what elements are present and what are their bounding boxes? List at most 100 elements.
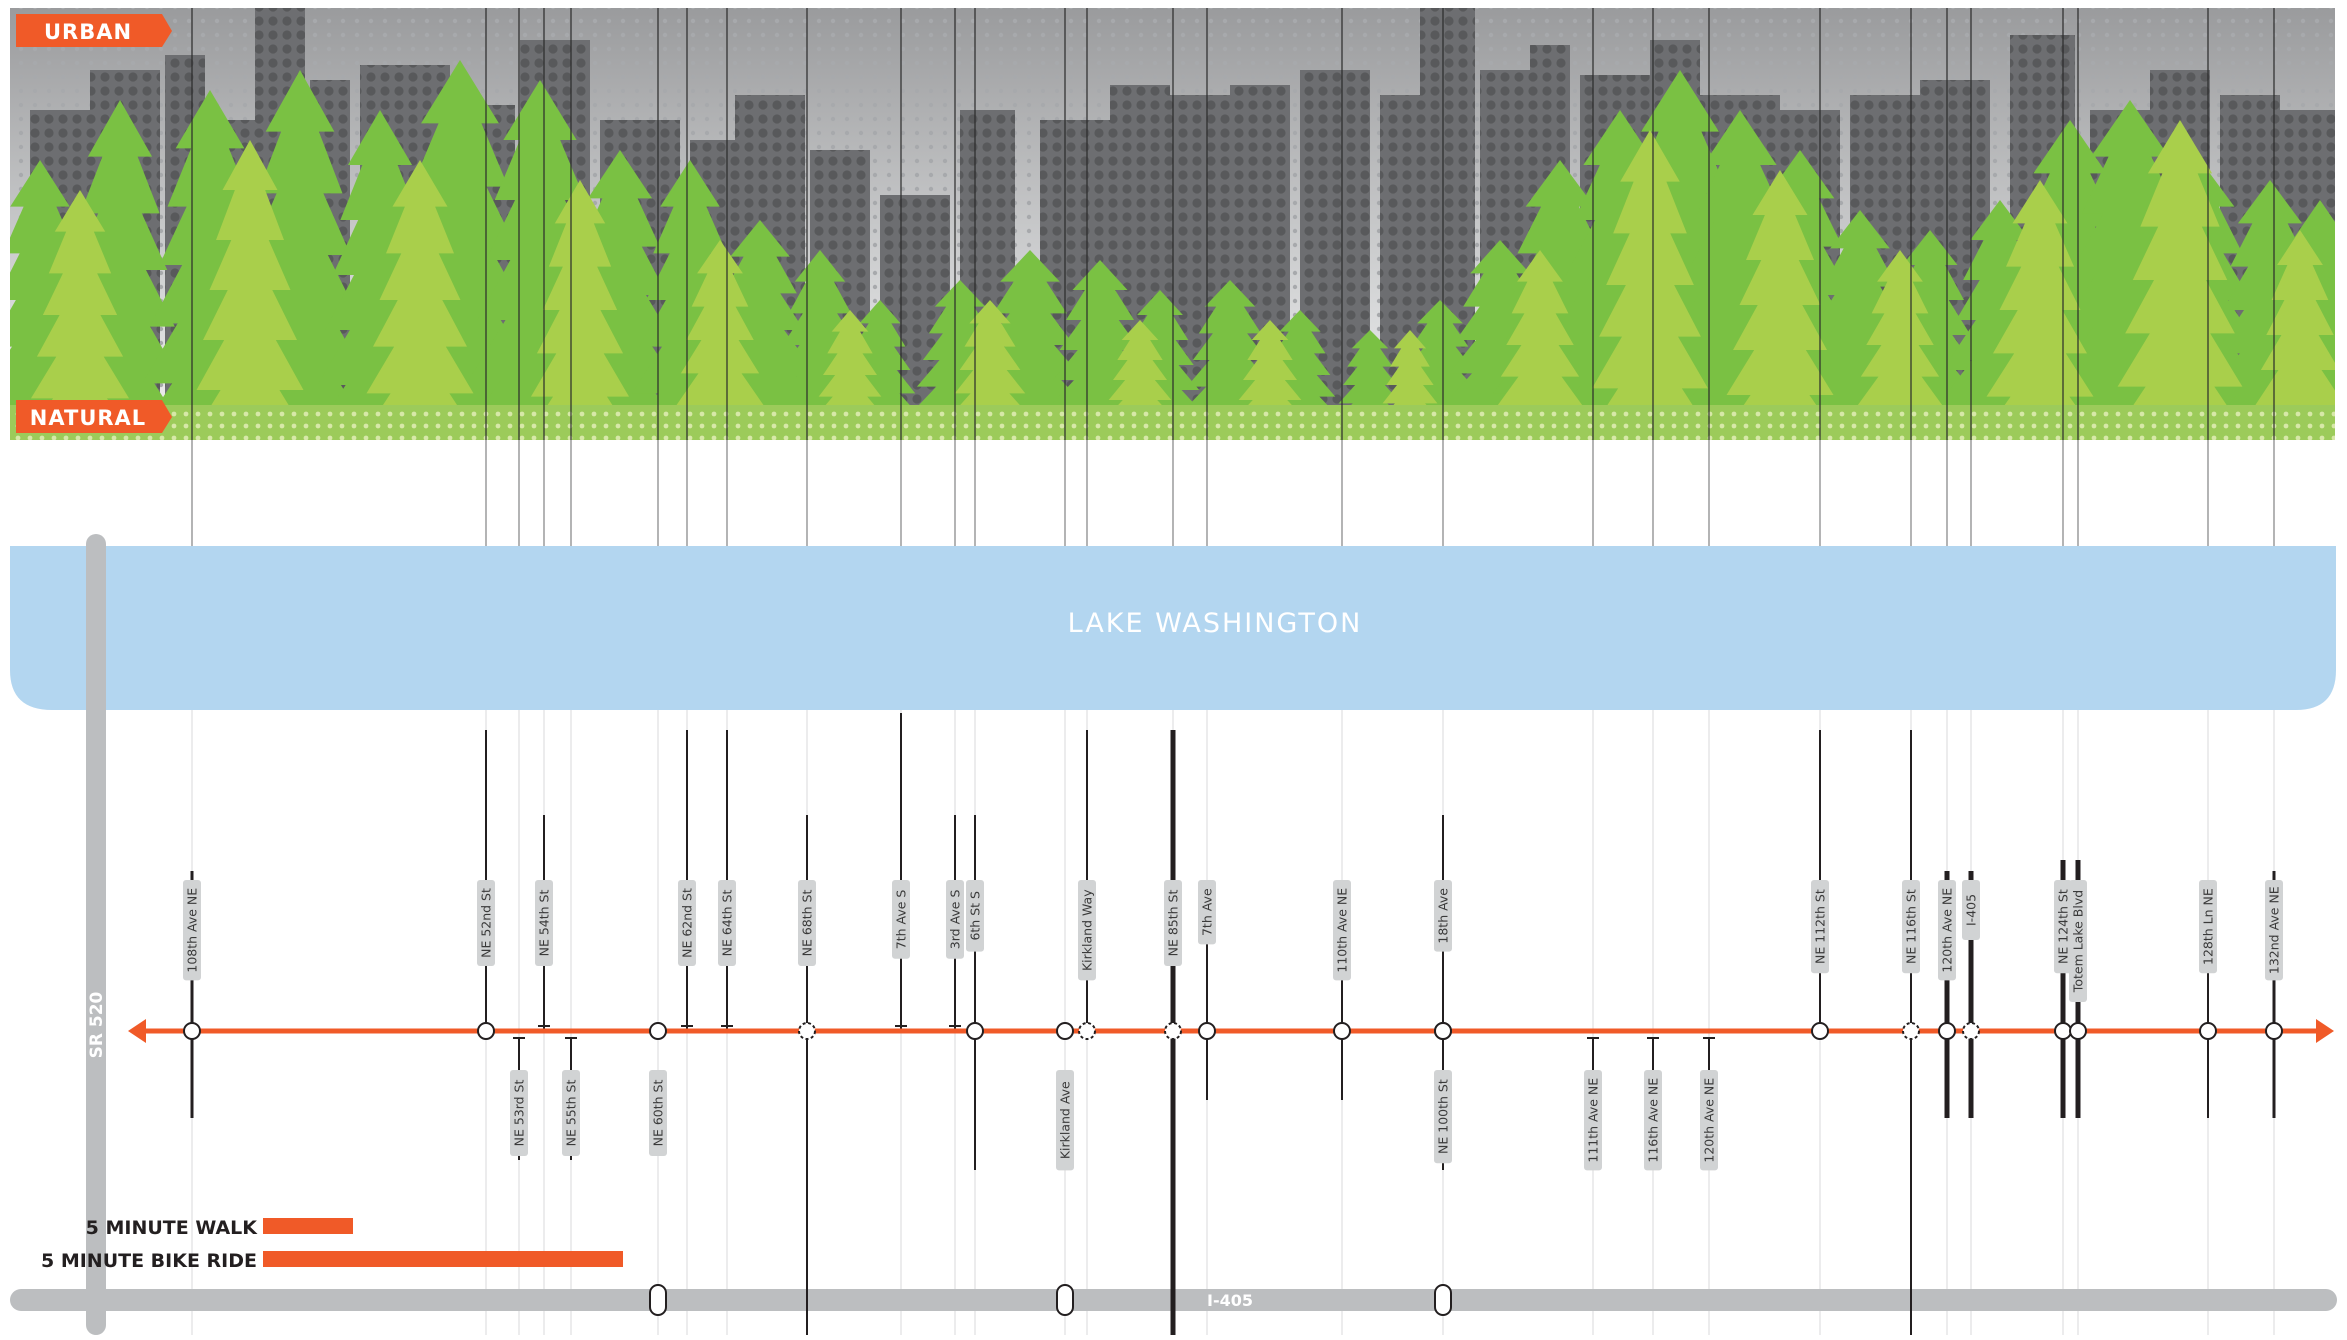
conifer-tree-light	[525, 180, 635, 440]
street-label-bg	[1434, 880, 1452, 952]
potential-stop	[1078, 1022, 1096, 1040]
interchange-marker	[1056, 1284, 1074, 1316]
sr520-label: SR 520	[87, 991, 107, 1058]
urban-label: URBAN	[44, 20, 132, 44]
street-label-ne-62nd-st: NE 62nd St	[680, 888, 695, 958]
street-label-bg	[1198, 880, 1216, 945]
street-label-ne-55th-st: NE 55th St	[564, 1080, 579, 1147]
street-label-132nd-ave-ne: 132nd Ave NE	[2267, 886, 2282, 974]
station-stop	[1056, 1022, 1074, 1040]
street-label-bg	[2199, 880, 2217, 974]
street-label-bg	[1584, 1070, 1602, 1171]
street-label-bg	[562, 1070, 580, 1156]
legend-walk-bar	[263, 1218, 353, 1234]
street-label-ne-68th-st: NE 68th St	[800, 890, 815, 957]
conifer-tree-light	[670, 240, 770, 440]
interchange-marker	[1434, 1284, 1452, 1316]
station-stop	[2265, 1022, 2283, 1040]
station-stop	[966, 1022, 984, 1040]
conifer-tree-light	[1980, 180, 2100, 440]
potential-stop	[798, 1022, 816, 1040]
street-label-bg	[1938, 880, 1956, 981]
street-label-bg	[183, 880, 201, 981]
station-stop	[183, 1022, 201, 1040]
conifer-tree-light	[1490, 250, 1590, 440]
street-label-bg	[1700, 1070, 1718, 1171]
street-label-bg	[510, 1070, 528, 1156]
station-stop	[1811, 1022, 1829, 1040]
conifer-tree-light	[1585, 130, 1715, 440]
street-label-bg	[946, 880, 964, 959]
street-label-ne-60th-st: NE 60th St	[651, 1080, 666, 1147]
cross-streets: 108th Ave NE NE 52nd St NE 54th St NE 62nd …	[183, 713, 2283, 1335]
street-label-bg	[1333, 880, 1351, 981]
street-label-bg	[477, 880, 495, 966]
street-label-kirkland-way: Kirkland Way	[1080, 889, 1095, 971]
interchange-marker	[649, 1284, 667, 1316]
street-label-110th-ave-ne: 110th Ave NE	[1335, 888, 1350, 973]
street-label-bg	[2265, 880, 2283, 981]
street-label-ne-116th-st: NE 116th St	[1904, 889, 1919, 964]
potential-stop	[1962, 1022, 1980, 1040]
station-stop	[2199, 1022, 2217, 1040]
urban-tag: URBAN	[16, 14, 172, 47]
street-label-108th-ave-ne: 108th Ave NE	[185, 888, 200, 973]
station-stop	[2054, 1022, 2072, 1040]
street-label-ne-52nd-st: NE 52nd St	[479, 888, 494, 958]
conifer-tree-light	[2250, 230, 2335, 440]
potential-stop	[1902, 1022, 1920, 1040]
street-label-bg	[1644, 1070, 1662, 1171]
conifer-tree-light	[2110, 120, 2250, 440]
potential-stop	[1164, 1022, 1182, 1040]
street-label-128th-ln-ne: 128th Ln NE	[2201, 888, 2216, 965]
station-stop	[477, 1022, 495, 1040]
street-label-ne-64th-st: NE 64th St	[720, 890, 735, 957]
street-label-120th-ave-ne: 120th Ave NE	[1702, 1078, 1717, 1163]
natural-tag-shape	[16, 400, 172, 433]
conifer-tree-light	[190, 140, 310, 440]
natural-label: NATURAL	[30, 406, 146, 430]
street-label-6th-st-s: 6th St S	[968, 891, 983, 941]
street-label-120th-ave-ne: 120th Ave NE	[1940, 888, 1955, 973]
street-label-bg	[1902, 880, 1920, 974]
street-label-bg	[798, 880, 816, 966]
sr520-highway	[86, 534, 106, 1335]
forest-silhouette	[10, 60, 2335, 440]
street-label-kirkland-ave: Kirkland Ave	[1058, 1081, 1073, 1159]
street-label-bg	[649, 1070, 667, 1156]
conifer-tree-light	[360, 160, 480, 440]
street-label-bg	[2054, 880, 2072, 974]
street-label-bg	[966, 880, 984, 952]
lake-label: LAKE WASHINGTON	[1068, 608, 1363, 639]
legend-bike-bar	[263, 1251, 623, 1267]
street-label-ne-85th-st: NE 85th St	[1166, 890, 1181, 957]
corridor-arrow-west	[128, 1019, 146, 1043]
street-label-bg	[1434, 1070, 1452, 1164]
corridor-line	[128, 1019, 2334, 1043]
street-label-totem-lake-blvd: Totem Lake Blvd	[2071, 890, 2086, 993]
street-label-bg	[718, 880, 736, 966]
street-label-7th-ave-s: 7th Ave S	[894, 890, 909, 950]
station-stop	[1198, 1022, 1216, 1040]
conifer-tree-light	[25, 190, 135, 440]
street-label-7th-ave: 7th Ave	[1200, 888, 1215, 936]
street-label-bg	[1078, 880, 1096, 981]
street-label-bg	[2069, 880, 2087, 1002]
street-label-bg	[1164, 880, 1182, 966]
street-label-bg	[678, 880, 696, 966]
legend: 5 MINUTE WALK 5 MINUTE BIKE RIDE	[41, 1217, 623, 1272]
street-label-116th-ave-ne: 116th Ave NE	[1646, 1078, 1661, 1163]
street-label-111th-ave-ne: 111th Ave NE	[1586, 1078, 1601, 1163]
station-stop	[2069, 1022, 2087, 1040]
corridor-stops	[183, 1022, 2283, 1316]
station-stop	[649, 1022, 667, 1040]
street-label-bg	[1056, 1070, 1074, 1171]
street-label-ne-100th-st: NE 100th St	[1436, 1079, 1451, 1154]
legend-bike-label: 5 MINUTE BIKE RIDE	[41, 1250, 257, 1272]
natural-tag: NATURAL	[16, 400, 172, 433]
lake-shape	[10, 546, 2336, 710]
urban-tag-shape	[16, 14, 172, 47]
street-label-bg	[892, 880, 910, 959]
